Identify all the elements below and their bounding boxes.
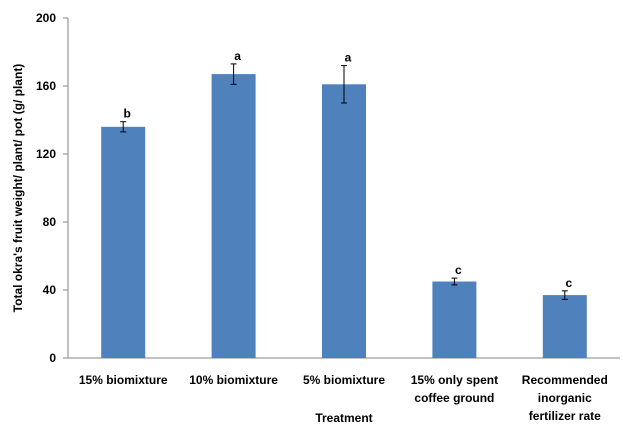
bars: b a a c c: [101, 49, 587, 359]
x-tick-label: 15% biomixture: [79, 373, 168, 387]
x-tick-label-line: 5% biomixture: [303, 373, 385, 387]
x-tick-label: Recommended inorganic fertilizer rate: [522, 373, 608, 423]
x-tick-label-line: 15% biomixture: [79, 373, 168, 387]
y-tick-label: 0: [49, 351, 56, 365]
bar: [432, 281, 477, 358]
y-tick-label: 120: [36, 147, 56, 161]
x-tick-label-line: 15% only spent: [411, 373, 498, 387]
y-axis-label: Total okra's fruit weight/ plant/ pot (g…: [11, 64, 25, 313]
significance-label: a: [234, 49, 241, 63]
bar: [542, 295, 587, 358]
x-tick-label: 15% only spent coffee ground: [411, 373, 498, 405]
x-tick-label: 5% biomixture: [303, 373, 385, 387]
y-tick-label: 200: [36, 11, 56, 25]
bar: [101, 126, 146, 358]
x-tick-label-line: inorganic: [538, 391, 592, 405]
x-tick-label-line: fertilizer rate: [529, 409, 601, 423]
x-tick-label-line: 10% biomixture: [189, 373, 278, 387]
significance-label: a: [345, 51, 352, 65]
bar: [322, 84, 366, 359]
x-tick-label-line: coffee ground: [414, 391, 494, 405]
y-tick-label: 160: [36, 79, 56, 93]
y-tick-labels: 0 40 80 120 160 200: [36, 11, 56, 365]
bar: [211, 74, 256, 358]
significance-label: c: [455, 263, 462, 277]
x-tick-label-line: Recommended: [522, 373, 608, 387]
y-tick-label: 40: [43, 283, 57, 297]
x-axis-label: Treatment: [315, 411, 372, 425]
x-tick-labels: 15% biomixture 10% biomixture 5% biomixtur…: [79, 373, 608, 423]
x-tick-label: 10% biomixture: [189, 373, 278, 387]
significance-label: c: [565, 276, 572, 290]
y-tick-label: 80: [43, 215, 57, 229]
significance-label: b: [124, 107, 131, 121]
